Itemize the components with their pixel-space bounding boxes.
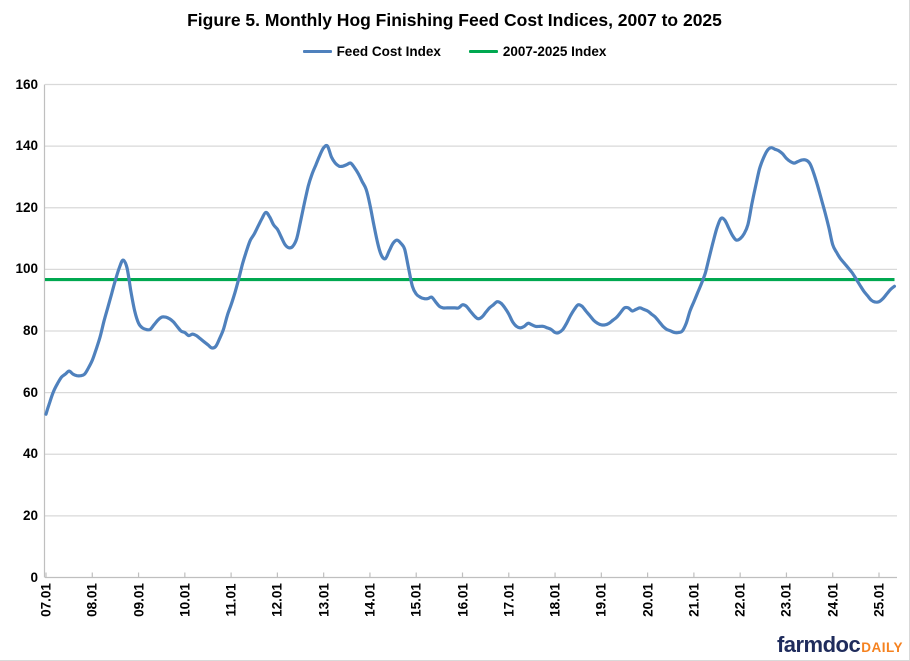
x-tick-label: 16.01 [455,583,470,617]
y-tick-label: 40 [22,446,38,462]
y-tick-label: 80 [22,323,38,338]
logo-daily-text: DAILY [861,640,903,655]
x-tick-label: 18.01 [547,583,563,617]
x-tick-label: 22.01 [732,583,748,617]
x-tick-label: 17.01 [501,583,517,617]
x-tick-label: 23.01 [778,583,794,617]
legend-item-2007-2025-index: 2007-2025 Index [468,44,607,59]
x-tick-label: 25.01 [871,583,887,617]
legend-item-feed-cost-index: Feed Cost Index [302,44,441,59]
y-tick-label: 140 [15,138,38,154]
x-tick-label: 15.01 [408,583,424,617]
y-tick-label: 100 [15,261,38,277]
legend: Feed Cost Index 2007-2025 Index [0,44,909,59]
legend-label-feed-cost-index: Feed Cost Index [336,44,441,59]
y-tick-label: 160 [15,76,38,92]
x-tick-label: 11.01 [223,583,239,617]
x-tick-label: 08.01 [84,583,100,617]
x-tick-label: 07.01 [38,583,54,617]
x-tick-label: 09.01 [131,583,147,617]
logo-farmdoc-text: farmdoc [776,632,861,657]
legend-line-swatch-blue [302,49,332,54]
legend-line-swatch-green [468,49,498,54]
x-tick-label: 19.01 [593,583,609,617]
y-tick-label: 20 [22,507,38,523]
x-tick-label: 14.01 [362,583,378,617]
feed-cost-index-line [44,143,896,416]
x-tick-label: 12.01 [269,583,285,617]
y-tick-label: 0 [30,569,38,585]
y-tick-label: 60 [22,384,38,400]
x-tick-label: 21.01 [686,583,702,617]
chart-title: Figure 5. Monthly Hog Finishing Feed Cos… [187,10,722,30]
x-tick-label: 24.01 [825,583,841,617]
x-tick-label: 10.01 [177,583,193,617]
legend-label-2007-2025-index: 2007-2025 Index [502,44,607,59]
x-tick-label: 13.01 [316,583,332,617]
farmdoc-daily-logo: farmdoc DAILY [777,632,903,658]
y-tick-label: 120 [15,199,38,215]
x-tick-label: 20.01 [640,583,656,617]
